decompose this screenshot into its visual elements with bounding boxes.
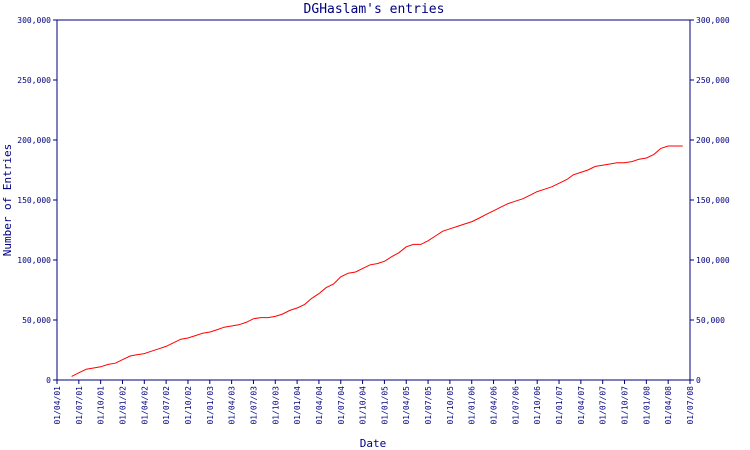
- y-tick-left-label: 100,000: [17, 256, 51, 265]
- x-tick-label: 01/10/03: [271, 386, 280, 425]
- y-tick-left-label: 0: [46, 376, 51, 385]
- chart-title: DGHaslam's entries: [304, 2, 445, 17]
- x-tick-label: 01/07/05: [424, 386, 433, 425]
- x-tick-label: 01/07/07: [599, 386, 608, 425]
- x-tick-label: 01/04/07: [577, 386, 586, 425]
- x-tick-label: 01/07/08: [686, 386, 695, 425]
- x-tick-label: 01/01/07: [555, 386, 564, 425]
- x-tick-label: 01/10/07: [621, 386, 630, 425]
- x-tick-label: 01/01/02: [118, 386, 127, 425]
- x-tick-label: 01/10/06: [533, 386, 542, 425]
- y-tick-right-label: 50,000: [696, 316, 725, 325]
- y-tick-left-label: 150,000: [17, 196, 51, 205]
- x-axis: 01/04/01 01/07/01 01/10/01 01/01/02 01/04/02…: [53, 380, 695, 425]
- y-tick-right-label: 0: [696, 376, 701, 385]
- y-tick-left-label: 300,000: [17, 16, 51, 25]
- x-tick-label: 01/04/08: [664, 386, 673, 425]
- x-tick-label: 01/01/03: [206, 386, 215, 425]
- x-tick-label: 01/04/04: [315, 386, 324, 425]
- x-tick-label: 01/10/05: [446, 386, 455, 425]
- y-axis-right: 0 50,000 100,000 150,000 200,000 250,000 300,0…: [690, 16, 730, 385]
- x-tick-label: 01/10/04: [359, 386, 368, 425]
- y-tick-left-label: 250,000: [17, 76, 51, 85]
- x-axis-label: Date: [360, 437, 387, 450]
- x-tick-label: 01/07/03: [249, 386, 258, 425]
- y-tick-left-label: 200,000: [17, 136, 51, 145]
- x-tick-label: 01/04/01: [53, 386, 62, 425]
- x-tick-label: 01/07/01: [75, 386, 84, 425]
- x-tick-label: 01/07/02: [162, 386, 171, 425]
- x-tick-label: 01/01/04: [293, 386, 302, 425]
- x-tick-label: 01/07/04: [337, 386, 346, 425]
- y-tick-right-label: 150,000: [696, 196, 730, 205]
- x-tick-label: 01/07/06: [511, 386, 520, 425]
- x-tick-label: 01/01/08: [642, 386, 651, 425]
- y-tick-right-label: 200,000: [696, 136, 730, 145]
- x-tick-label: 01/04/06: [490, 386, 499, 425]
- plot-frame: [56, 19, 691, 381]
- x-tick-label: 01/04/05: [402, 386, 411, 425]
- x-tick-label: 01/01/05: [380, 386, 389, 425]
- x-tick-label: 01/04/02: [140, 386, 149, 425]
- y-tick-right-label: 100,000: [696, 256, 730, 265]
- y-axis-label: Number of Entries: [1, 144, 14, 257]
- y-tick-left-label: 50,000: [22, 316, 51, 325]
- entries-line: [71, 145, 683, 377]
- y-tick-right-label: 300,000: [696, 16, 730, 25]
- x-tick-label: 01/10/01: [97, 386, 106, 425]
- x-tick-label: 01/04/03: [228, 386, 237, 425]
- y-axis-left: 0 50,000 100,000 150,000 200,000 250,000 300,0…: [17, 16, 57, 385]
- x-tick-label: 01/10/02: [184, 386, 193, 425]
- x-tick-label: 01/01/06: [468, 386, 477, 425]
- y-tick-right-label: 250,000: [696, 76, 730, 85]
